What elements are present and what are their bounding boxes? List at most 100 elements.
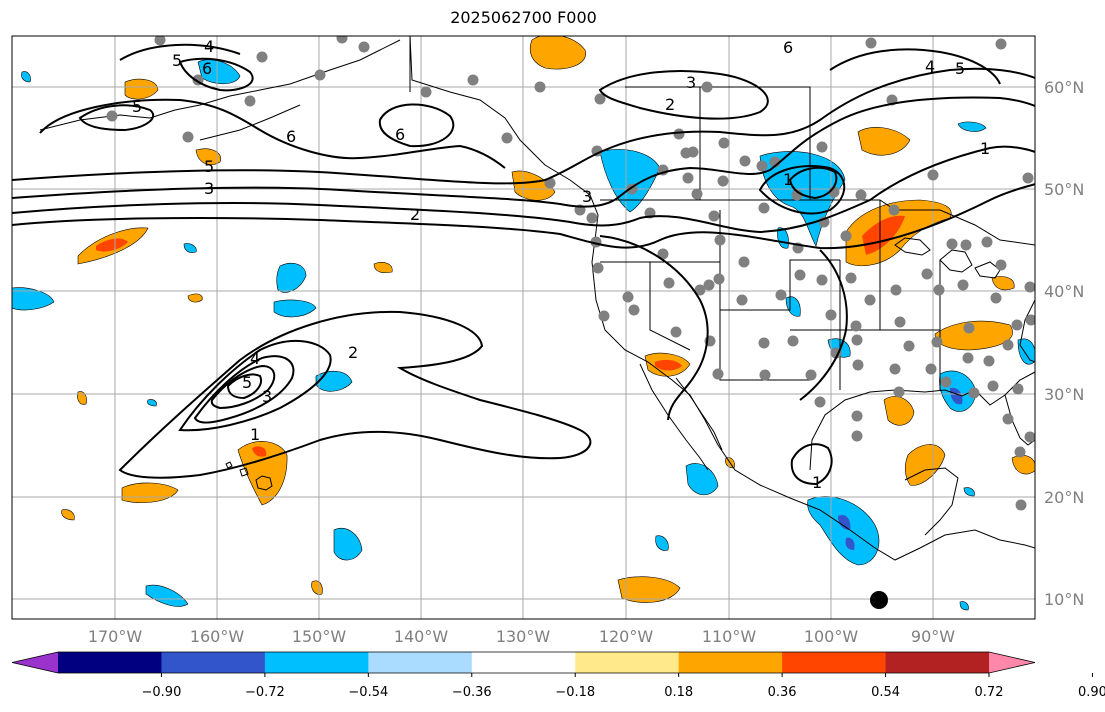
anomaly-patch <box>77 391 87 405</box>
lon-label: 140°W <box>394 627 449 646</box>
contour-label: 6 <box>286 127 296 146</box>
anomaly-patch <box>959 601 969 611</box>
contour-label: 2 <box>410 205 420 224</box>
anomaly-patch <box>685 463 719 496</box>
contour-label: 2 <box>348 343 358 362</box>
anomaly-patch <box>195 148 221 165</box>
anomaly-patch <box>21 71 31 83</box>
contour-label: 5 <box>172 51 182 70</box>
contour-label: 5 <box>955 59 965 78</box>
coastlines <box>39 36 1035 561</box>
colorbar-tick-label: −0.90 <box>142 685 182 700</box>
lat-label: 50°N <box>1044 180 1084 199</box>
contour-label: 2 <box>665 95 675 114</box>
contour-label: 4 <box>250 349 260 368</box>
anomaly-patch <box>124 78 159 100</box>
lon-label: 100°W <box>804 627 859 646</box>
anomaly-patch <box>862 215 905 255</box>
anomaly-patch <box>759 151 846 247</box>
anomaly-patch <box>373 262 393 274</box>
lat-label: 20°N <box>1044 488 1084 507</box>
anomaly-patch <box>857 127 911 156</box>
anomaly-patch <box>252 446 267 457</box>
lon-label: 130°W <box>496 627 551 646</box>
location-marker <box>870 591 888 609</box>
anomaly-patch <box>617 576 681 603</box>
anomaly-patch <box>838 514 851 530</box>
longitude-labels: 170°W 160°W 150°W 140°W 130°W 120°W 110°… <box>88 627 955 646</box>
colorbar-tick-label: 0.90 <box>1078 685 1105 700</box>
colorbar-tick-label: −0.72 <box>245 685 285 700</box>
contour-label: 5 <box>204 157 214 176</box>
anomaly-patch <box>883 396 915 426</box>
contour-label: 4 <box>204 37 214 56</box>
lon-label: 120°W <box>599 627 654 646</box>
contour-lines <box>12 43 1035 486</box>
anomaly-patch <box>599 149 661 213</box>
anomaly-patch <box>333 528 363 561</box>
colorbar-tick-label: 0.36 <box>768 685 797 700</box>
anomaly-patch <box>187 293 203 303</box>
anomaly-patch <box>963 487 975 497</box>
anomaly-patch <box>12 287 55 311</box>
lon-label: 170°W <box>88 627 143 646</box>
contour-label: 6 <box>783 38 793 57</box>
contour-label-group: 4 5 6 5 6 5 3 6 2 3 2 1 6 4 5 1 2 3 4 5 … <box>132 37 990 492</box>
anomaly-patch <box>845 537 855 550</box>
colorbar-segment <box>471 652 576 673</box>
colorbar-segment <box>782 652 887 673</box>
anomaly-patch <box>147 399 157 407</box>
colorbar-tick-label: 0.54 <box>871 685 900 700</box>
anomaly-patch <box>315 370 353 392</box>
colorbar <box>11 651 1036 674</box>
anomaly-patch <box>957 121 987 132</box>
contour-label: 1 <box>980 139 990 158</box>
anomaly-patch <box>183 243 197 253</box>
colorbar-tick-label: −0.18 <box>555 685 595 700</box>
colorbar-segment <box>368 652 473 673</box>
anomaly-patch <box>950 387 963 405</box>
anomaly-patch <box>96 238 128 252</box>
colorbar-segment <box>575 652 680 673</box>
contour-label: 4 <box>925 57 935 76</box>
colorbar-extend-max <box>989 652 1035 673</box>
lon-label: 160°W <box>190 627 245 646</box>
anomaly-patch <box>655 359 682 371</box>
colorbar-outline <box>11 651 1036 674</box>
contour-label: 1 <box>783 170 793 189</box>
filled-anomaly-areas <box>12 36 1035 611</box>
lon-label: 90°W <box>911 627 955 646</box>
anomaly-patch <box>655 535 669 551</box>
contour-label: 1 <box>812 473 822 492</box>
colorbar-tick-label: −0.54 <box>348 685 388 700</box>
colorbar-segment <box>161 652 266 673</box>
colorbar-tick-label: 0.72 <box>975 685 1004 700</box>
colorbar-tick-label: −0.36 <box>452 685 492 700</box>
lat-label: 30°N <box>1044 385 1084 404</box>
anomaly-patch <box>121 482 179 504</box>
anomaly-patch <box>991 276 1015 291</box>
anomaly-patch <box>237 441 288 506</box>
anomaly-patch <box>311 580 323 595</box>
colorbar-segment <box>58 652 162 673</box>
lat-label: 10°N <box>1044 590 1084 609</box>
map-title: 2025062700 F000 <box>450 8 597 27</box>
contour-label: 6 <box>395 125 405 144</box>
latitude-labels: 60°N 50°N 40°N 30°N 20°N 10°N <box>1044 78 1084 609</box>
anomaly-patch <box>1017 338 1035 365</box>
contour-label: 3 <box>262 387 272 406</box>
colorbar-segment <box>885 652 990 673</box>
contour-label: 6 <box>202 59 212 78</box>
contour-label: 3 <box>686 73 696 92</box>
contour-label: 3 <box>204 179 214 198</box>
contour-label: 1 <box>250 425 260 444</box>
anomaly-patch <box>529 36 586 70</box>
colorbar-tick-label: 0.18 <box>664 685 693 700</box>
colorbar-extend-min <box>12 652 58 673</box>
contour-label: 3 <box>582 187 592 206</box>
contour-label: 5 <box>132 97 142 116</box>
lat-label: 40°N <box>1044 282 1084 301</box>
lat-label: 60°N <box>1044 78 1084 97</box>
anomaly-patch <box>61 509 75 521</box>
